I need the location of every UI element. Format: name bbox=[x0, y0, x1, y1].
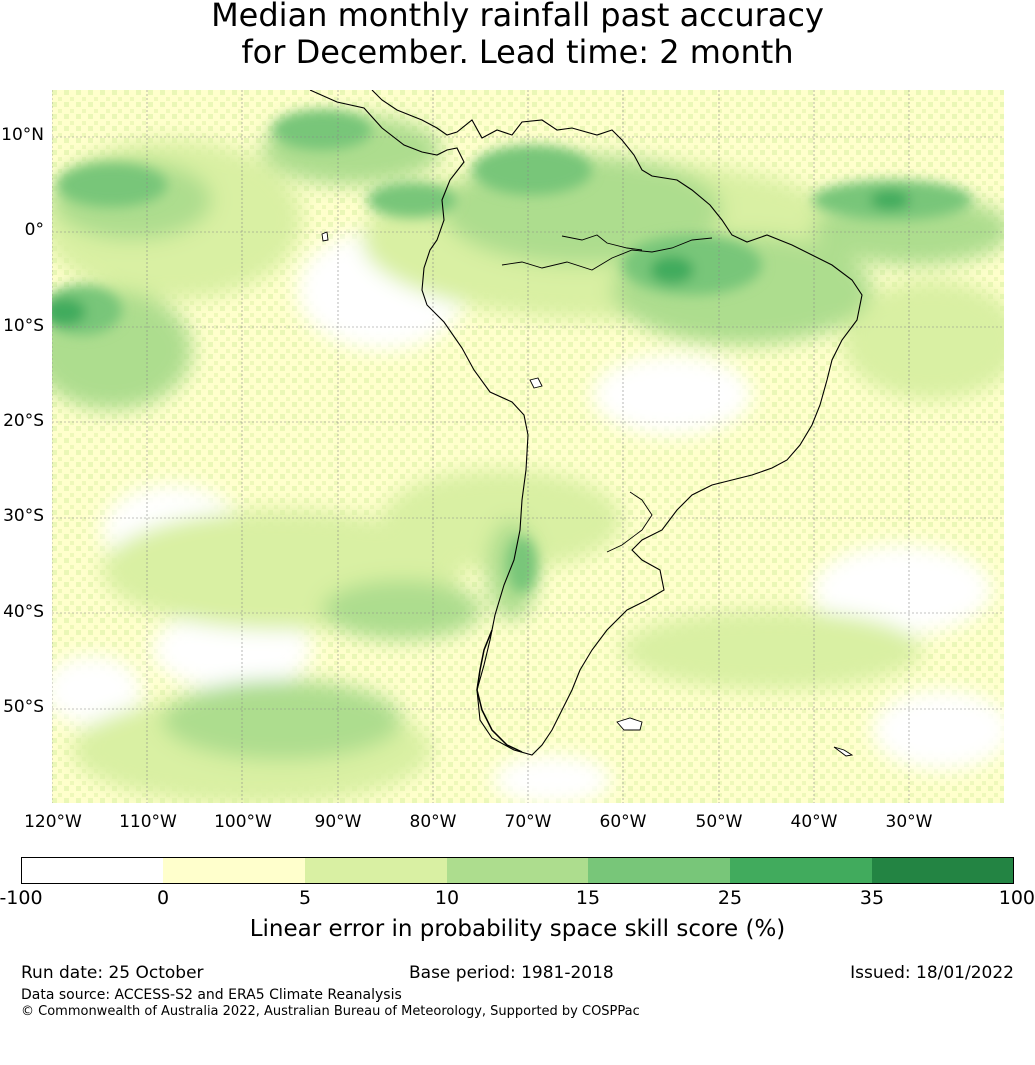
map-title-line1: Median monthly rainfall past accuracy bbox=[211, 0, 824, 34]
lat-label-10s: 10°S bbox=[3, 316, 44, 336]
rio-de-la-plata bbox=[606, 491, 653, 553]
galapagos-islands bbox=[321, 231, 329, 242]
colorbar-tick: 100 bbox=[998, 887, 1035, 909]
colorbar-bin-4 bbox=[588, 857, 730, 884]
skill-field-patches bbox=[52, 115, 1004, 803]
lat-label-20s: 20°S bbox=[3, 411, 44, 431]
amazon-river bbox=[501, 237, 713, 271]
colorbar-tick: 15 bbox=[575, 887, 601, 909]
colorbar bbox=[21, 857, 1014, 884]
colorbar-bin-6 bbox=[872, 857, 1014, 884]
south-america-coastline bbox=[309, 90, 863, 756]
base-period: Base period: 1981-2018 bbox=[409, 963, 614, 983]
colorbar-bin-5 bbox=[730, 857, 872, 884]
lon-label-40w: 40°W bbox=[790, 812, 838, 832]
lon-label-50w: 50°W bbox=[695, 812, 743, 832]
lon-label-120w: 120°W bbox=[24, 812, 82, 832]
lat-label-50s: 50°S bbox=[3, 697, 44, 717]
lat-label-0: 0° bbox=[24, 220, 44, 240]
lon-label-110w: 110°W bbox=[119, 812, 177, 832]
graticule bbox=[52, 90, 1004, 803]
colorbar-tick: 5 bbox=[298, 887, 312, 909]
skill-score-map bbox=[52, 90, 1004, 803]
lat-label-30s: 30°S bbox=[3, 506, 44, 526]
lon-label-80w: 80°W bbox=[409, 812, 457, 832]
lon-label-100w: 100°W bbox=[214, 812, 272, 832]
map-title-line2: for December. Lead time: 2 month bbox=[241, 33, 794, 71]
lon-label-90w: 90°W bbox=[314, 812, 362, 832]
orinoco-region bbox=[561, 234, 643, 251]
colorbar-tick: -100 bbox=[0, 887, 43, 909]
falkland-islands bbox=[616, 717, 643, 731]
colorbar-frame bbox=[21, 857, 1014, 884]
colorbar-bin-2 bbox=[305, 857, 447, 884]
colorbar-bin-3 bbox=[447, 857, 588, 884]
lat-label-10n: 10°N bbox=[1, 125, 44, 145]
colorbar-tick: 0 bbox=[156, 887, 170, 909]
colorbar-bin-1 bbox=[163, 857, 305, 884]
south-georgia bbox=[833, 746, 854, 757]
colorbar-tick: 25 bbox=[717, 887, 743, 909]
lon-label-60w: 60°W bbox=[599, 812, 647, 832]
skill-field-hotspots bbox=[52, 110, 972, 593]
data-source: Data source: ACCESS-S2 and ERA5 Climate … bbox=[21, 987, 402, 1003]
lon-label-70w: 70°W bbox=[504, 812, 552, 832]
colorbar-bin-0 bbox=[21, 857, 163, 884]
colorbar-label: Linear error in probability space skill … bbox=[249, 916, 786, 942]
lake-titicaca bbox=[529, 377, 543, 389]
colorbar-tick: 35 bbox=[859, 887, 885, 909]
chile-fjords bbox=[476, 629, 523, 753]
run-date: Run date: 25 October bbox=[21, 963, 204, 983]
lat-label-40s: 40°S bbox=[3, 602, 44, 622]
issued-date: Issued: 18/01/2022 bbox=[850, 963, 1014, 983]
copyright: © Commonwealth of Australia 2022, Austra… bbox=[21, 1004, 640, 1019]
colorbar-tick: 10 bbox=[434, 887, 460, 909]
lon-label-30w: 30°W bbox=[885, 812, 933, 832]
